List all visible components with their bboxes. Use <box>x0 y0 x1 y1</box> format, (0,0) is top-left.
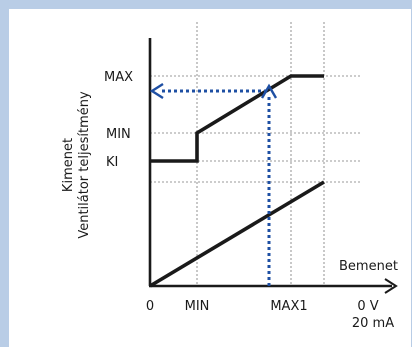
input-ramp-line <box>149 180 325 288</box>
x-axis-title: Bemenet <box>339 259 398 274</box>
y-tick-ki: KI <box>106 155 118 170</box>
y-axis-title-line2: Ventilátor teljesítmény <box>77 91 92 239</box>
y-tick-max: MAX <box>104 70 133 85</box>
output-curve <box>150 74 324 163</box>
y-tick-min: MIN <box>106 127 131 142</box>
x-tick-end-current: 20 mA <box>352 316 394 331</box>
x-tick-end-voltage: 0 V <box>357 299 378 314</box>
x-tick-max1: MAX1 <box>270 299 307 314</box>
y-axis-title-line1: Kimenet <box>61 138 76 192</box>
inner-panel <box>9 9 411 347</box>
x-tick-origin: 0 <box>146 299 154 314</box>
x-axis-arrowhead <box>384 278 398 294</box>
vertical-read-arrowhead <box>260 83 278 99</box>
x-tick-min: MIN <box>185 299 210 314</box>
horizontal-read-arrowhead <box>149 82 164 100</box>
